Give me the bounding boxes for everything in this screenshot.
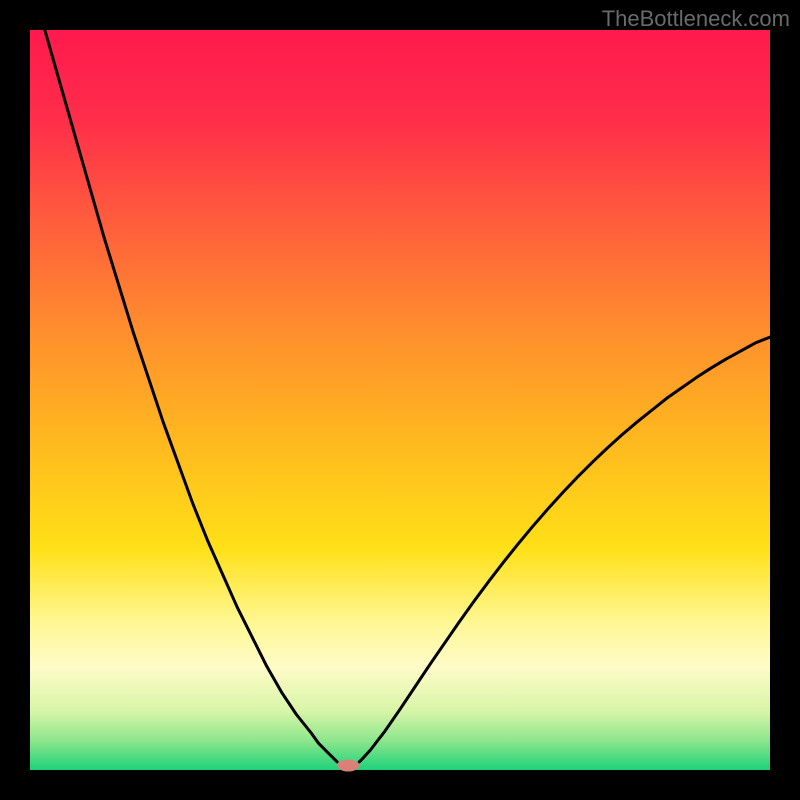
chart-svg — [0, 0, 800, 800]
bottleneck-chart: TheBottleneck.com — [0, 0, 800, 800]
plot-background — [30, 30, 770, 770]
minimum-marker — [337, 760, 359, 772]
attribution-label: TheBottleneck.com — [602, 6, 790, 32]
